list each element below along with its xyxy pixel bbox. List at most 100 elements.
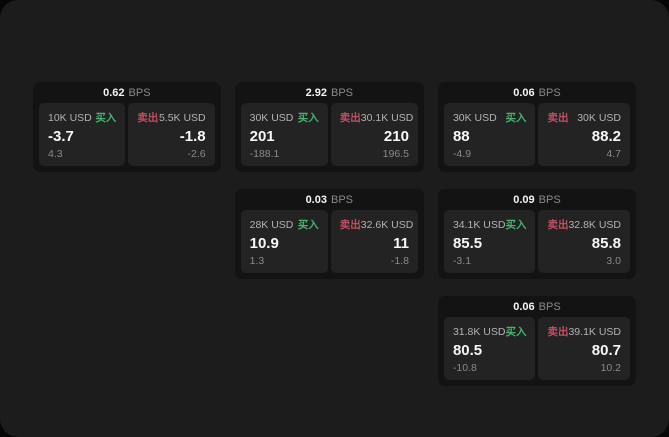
sell-price: 80.7 <box>591 342 621 360</box>
buy-side-label: 买入 <box>505 219 527 231</box>
quote-card-grid: 0.62 BPS 10K USD 买入 -3.7 4.3 卖出 <box>33 82 636 386</box>
sell-price: 210 <box>383 128 409 146</box>
bps-header: 0.06 BPS <box>444 82 630 103</box>
sell-panel[interactable]: 卖出 39.1K USD 80.7 10.2 <box>538 317 630 380</box>
quote-card: 0.03 BPS 28K USD 买入 10.9 1.3 卖出 <box>234 189 424 279</box>
sell-delta: -1.8 <box>390 254 409 267</box>
buy-panel[interactable]: 31.8K USD 买入 80.5 -10.8 <box>443 317 536 380</box>
sell-price: 88.2 <box>591 128 621 146</box>
buy-amount-label: 34.1K USD <box>452 218 506 231</box>
buy-sell-panels: 10K USD 买入 -3.7 4.3 卖出 5.5K USD -1.8 -2.… <box>39 103 215 166</box>
buy-panel-header: 30K USD 买入 <box>250 110 319 125</box>
buy-sell-panels: 34.1K USD 买入 85.5 -3.1 卖出 32.8K USD 85.8… <box>443 210 630 273</box>
buy-panel[interactable]: 30K USD 买入 88 -4.9 <box>443 103 536 166</box>
bps-header: 0.06 BPS <box>444 296 630 317</box>
sell-amount-label: 5.5K USD <box>158 111 206 124</box>
sell-delta: 196.5 <box>382 147 409 160</box>
buy-amount-label: 28K USD <box>249 218 294 231</box>
sell-delta: -2.6 <box>187 147 206 160</box>
bps-value: 0.06 <box>513 86 535 99</box>
sell-amount-label: 39.1K USD <box>568 325 621 338</box>
sell-panel[interactable]: 卖出 32.8K USD 85.8 3.0 <box>538 210 630 273</box>
buy-panel-header: 30K USD 买入 <box>453 110 527 125</box>
sell-side-label: 卖出 <box>547 219 569 231</box>
sell-panel[interactable]: 卖出 30.1K USD 210 196.5 <box>330 103 418 166</box>
buy-amount-label: 31.8K USD <box>452 325 506 338</box>
buy-delta: -188.1 <box>249 147 280 160</box>
sell-amount-label: 30.1K USD <box>360 111 414 124</box>
quote-card: 2.92 BPS 30K USD 买入 201 -188.1 卖出 <box>234 82 424 172</box>
sell-panel[interactable]: 卖出 30K USD 88.2 4.7 <box>538 103 630 166</box>
buy-panel-header: 10K USD 买入 <box>48 110 116 125</box>
bps-unit-label: BPS <box>538 193 561 206</box>
quote-card: 0.62 BPS 10K USD 买入 -3.7 4.3 卖出 <box>33 82 221 172</box>
buy-sell-panels: 28K USD 买入 10.9 1.3 卖出 32.6K USD 11 -1.8 <box>240 210 418 273</box>
buy-amount-label: 10K USD <box>48 111 92 124</box>
buy-delta: -10.8 <box>452 361 477 374</box>
quote-card: 0.09 BPS 34.1K USD 买入 85.5 -3.1 卖出 <box>437 189 636 279</box>
buy-sell-panels: 30K USD 买入 201 -188.1 卖出 30.1K USD 210 1… <box>240 103 418 166</box>
buy-delta: 4.3 <box>48 147 63 160</box>
sell-side-label: 卖出 <box>547 326 569 338</box>
buy-amount-label: 30K USD <box>452 111 497 124</box>
sell-side-label: 卖出 <box>339 112 361 124</box>
bps-unit-label: BPS <box>538 86 561 99</box>
buy-panel[interactable]: 30K USD 买入 201 -188.1 <box>240 103 328 166</box>
sell-panel-header: 卖出 32.6K USD <box>339 217 414 232</box>
buy-side-label: 买入 <box>505 112 527 124</box>
quote-card: 0.06 BPS 31.8K USD 买入 80.5 -10.8 卖 <box>437 296 636 386</box>
buy-price: 85.5 <box>452 235 483 253</box>
sell-price: 85.8 <box>591 235 621 253</box>
sell-amount-label: 30K USD <box>577 111 621 124</box>
buy-price: -3.7 <box>48 128 74 146</box>
sell-panel[interactable]: 卖出 5.5K USD -1.8 -2.6 <box>128 103 215 166</box>
buy-price: 10.9 <box>249 235 279 253</box>
sell-delta: 3.0 <box>606 254 621 267</box>
sell-panel-header: 卖出 5.5K USD <box>137 110 205 125</box>
buy-side-label: 买入 <box>297 219 319 231</box>
bps-header: 0.62 BPS <box>39 82 215 103</box>
sell-side-label: 卖出 <box>339 219 361 231</box>
sell-side-label: 卖出 <box>547 112 569 124</box>
sell-panel[interactable]: 卖出 32.6K USD 11 -1.8 <box>330 210 418 273</box>
buy-sell-panels: 31.8K USD 买入 80.5 -10.8 卖出 39.1K USD 80.… <box>443 317 630 380</box>
sell-panel-header: 卖出 32.8K USD <box>547 217 621 232</box>
buy-side-label: 买入 <box>297 112 319 124</box>
buy-delta: 1.3 <box>249 254 265 267</box>
bps-value: 2.92 <box>305 86 327 99</box>
buy-price: 201 <box>249 128 275 146</box>
bps-unit-label: BPS <box>330 193 353 206</box>
buy-panel[interactable]: 28K USD 买入 10.9 1.3 <box>240 210 328 273</box>
sell-panel-header: 卖出 30K USD <box>547 110 621 125</box>
buy-panel-header: 31.8K USD 买入 <box>453 324 527 339</box>
buy-sell-panels: 30K USD 买入 88 -4.9 卖出 30K USD 88.2 4.7 <box>443 103 630 166</box>
buy-amount-label: 30K USD <box>249 111 294 124</box>
sell-delta: 10.2 <box>600 361 621 374</box>
sell-panel-header: 卖出 30.1K USD <box>339 110 414 125</box>
bps-unit-label: BPS <box>330 86 353 99</box>
buy-price: 80.5 <box>452 342 483 360</box>
sell-price: -1.8 <box>179 128 206 146</box>
buy-side-label: 买入 <box>505 326 527 338</box>
buy-panel-header: 34.1K USD 买入 <box>453 217 527 232</box>
sell-panel-header: 卖出 39.1K USD <box>547 324 621 339</box>
bps-value: 0.06 <box>513 300 535 313</box>
bps-value: 0.62 <box>103 86 125 99</box>
sell-price: 11 <box>393 235 409 253</box>
buy-panel[interactable]: 34.1K USD 买入 85.5 -3.1 <box>443 210 536 273</box>
bps-unit-label: BPS <box>128 86 151 99</box>
sell-side-label: 卖出 <box>137 112 159 124</box>
buy-delta: -3.1 <box>452 254 472 267</box>
buy-price: 88 <box>452 128 470 146</box>
quote-card: 0.06 BPS 30K USD 买入 88 -4.9 卖出 <box>437 82 636 172</box>
buy-panel[interactable]: 10K USD 买入 -3.7 4.3 <box>39 103 126 166</box>
bps-unit-label: BPS <box>538 300 561 313</box>
sell-amount-label: 32.6K USD <box>360 218 414 231</box>
sell-amount-label: 32.8K USD <box>568 218 621 231</box>
buy-delta: -4.9 <box>452 147 472 160</box>
buy-panel-header: 28K USD 买入 <box>250 217 319 232</box>
bps-header: 0.09 BPS <box>444 189 630 210</box>
bps-header: 2.92 BPS <box>241 82 418 103</box>
